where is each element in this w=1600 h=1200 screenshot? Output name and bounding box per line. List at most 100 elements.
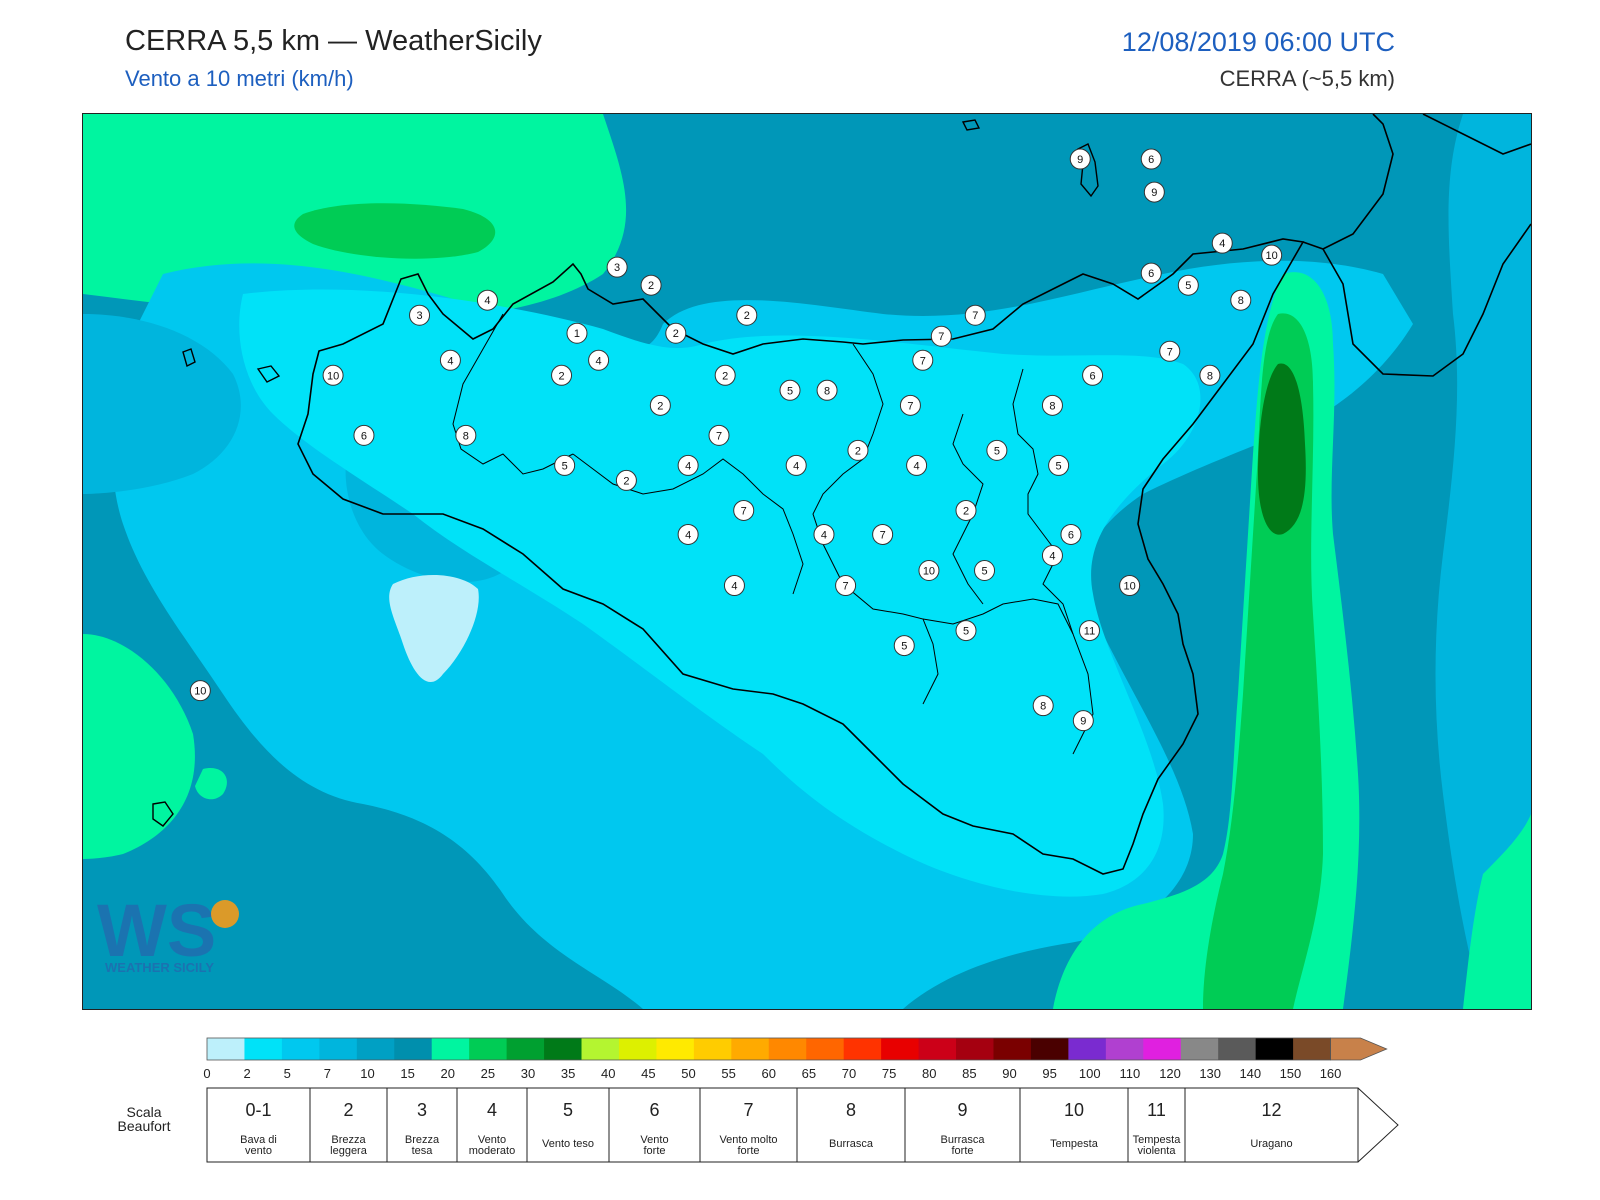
wind-value-marker: 8 xyxy=(1041,394,1063,416)
wind-value-marker: 4 xyxy=(677,454,699,476)
wind-value-label: 7 xyxy=(938,331,944,343)
wind-value-label: 5 xyxy=(1185,280,1191,292)
colorbar-tick: 100 xyxy=(1079,1066,1101,1081)
wind-map: 9 6 9 4 10 3 2 6 5 4 8 3 2 7 1 2 7 7 4 4 7 10 2 2 6 8 5 8 2 7 8 6 8 7 2 5 5 4… xyxy=(82,113,1532,1010)
wind-value-label: 6 xyxy=(361,430,367,442)
colorbar-tick: 160 xyxy=(1320,1066,1342,1081)
wind-value-marker: 4 xyxy=(785,454,807,476)
colorbar-tick: 45 xyxy=(641,1066,655,1081)
beaufort-description: Burrasca xyxy=(940,1134,985,1146)
wind-value-marker: 5 xyxy=(986,439,1008,461)
wind-value-label: 5 xyxy=(901,641,907,653)
wind-value-label: 8 xyxy=(1040,701,1046,713)
colorbar-tick: 55 xyxy=(721,1066,735,1081)
colorbar-segment xyxy=(693,1038,732,1060)
wind-value-marker: 10 xyxy=(918,560,940,582)
colorbar-tick: 10 xyxy=(360,1066,374,1081)
wind-value-marker: 11 xyxy=(1078,620,1100,642)
colorbar-segment xyxy=(843,1038,882,1060)
wind-value-marker: 5 xyxy=(955,620,977,642)
beaufort-number: 9 xyxy=(957,1100,967,1120)
wind-value-label: 2 xyxy=(855,445,861,457)
wind-value-label: 7 xyxy=(843,581,849,593)
colorbar-tick: 140 xyxy=(1239,1066,1261,1081)
wind-field-zones xyxy=(83,114,1531,1009)
wind-value-marker: 7 xyxy=(872,523,894,545)
beaufort-class-cell xyxy=(1127,1087,1186,1163)
wind-value-marker: 9 xyxy=(1069,148,1091,170)
beaufort-description: Vento xyxy=(478,1134,506,1146)
wind-value-label: 5 xyxy=(981,566,987,578)
wind-value-label: 6 xyxy=(1148,154,1154,166)
coastline xyxy=(297,238,1305,875)
wind-value-marker: 5 xyxy=(554,454,576,476)
wind-value-marker: 5 xyxy=(974,560,996,582)
colorbar-tick: 7 xyxy=(324,1066,331,1081)
colorbar-tick: 40 xyxy=(601,1066,615,1081)
wind-value-marker: 5 xyxy=(1048,454,1070,476)
logo-letters: WS xyxy=(97,889,216,972)
colorbar-segment xyxy=(768,1038,807,1060)
colorbar-tick: 0 xyxy=(203,1066,210,1081)
beaufort-number: 4 xyxy=(487,1100,497,1120)
wind-value-marker: 4 xyxy=(1041,544,1063,566)
colorbar-tick: 50 xyxy=(681,1066,695,1081)
colorbar-tick: 5 xyxy=(284,1066,291,1081)
beaufort-class-cell xyxy=(386,1087,458,1163)
colorbar-segment xyxy=(956,1038,994,1060)
wind-value-marker: 8 xyxy=(816,379,838,401)
beaufort-description: forte xyxy=(737,1145,759,1157)
beaufort-description: Burrasca xyxy=(829,1138,874,1150)
wind-value-marker: 7 xyxy=(930,325,952,347)
weathersicily-logo: WS WEATHER SICILY xyxy=(97,889,239,975)
wind-value-marker: 7 xyxy=(1159,340,1181,362)
map-title: CERRA 5,5 km — WeatherSicily xyxy=(125,25,542,57)
colorbar-tick: 20 xyxy=(441,1066,455,1081)
colorbar-segment xyxy=(356,1038,395,1060)
calabria-coast xyxy=(1302,114,1531,377)
beaufort-description: forte xyxy=(643,1145,665,1157)
beaufort-description: Vento teso xyxy=(542,1138,594,1150)
wind-value-marker: 2 xyxy=(736,304,758,326)
colorbar-segment xyxy=(1030,1038,1069,1060)
beaufort-number: 3 xyxy=(417,1100,427,1120)
colorbar-segment xyxy=(394,1038,433,1060)
beaufort-number: 6 xyxy=(649,1100,659,1120)
colorbar-segment xyxy=(581,1038,620,1060)
beaufort-description: Tempesta xyxy=(1050,1138,1099,1150)
colorbar-tick: 85 xyxy=(962,1066,976,1081)
beaufort-class-cell xyxy=(206,1087,311,1163)
beaufort-description: Uragano xyxy=(1250,1138,1292,1150)
wind-value-label: 5 xyxy=(1056,460,1062,472)
colorbar-tick: 110 xyxy=(1120,1066,1141,1081)
beaufort-description: Brezza xyxy=(405,1134,440,1146)
wind-value-marker: 10 xyxy=(1261,244,1283,266)
colorbar-segment xyxy=(881,1038,920,1060)
beaufort-class-cell xyxy=(1019,1087,1129,1163)
colorbar-segment xyxy=(431,1038,470,1060)
logo-text: WEATHER SICILY xyxy=(105,960,214,975)
wind-value-label: 8 xyxy=(824,385,830,397)
wind-value-marker: 4 xyxy=(439,349,461,371)
beaufort-description: Vento molto xyxy=(719,1134,777,1146)
wind-value-marker: 7 xyxy=(964,304,986,326)
wind-value-label: 9 xyxy=(1151,187,1157,199)
beaufort-class-cell xyxy=(526,1087,610,1163)
wind-value-label: 2 xyxy=(673,328,679,340)
wind-value-marker: 3 xyxy=(606,256,628,278)
colorbar-segment xyxy=(656,1038,695,1060)
beaufort-description: Brezza xyxy=(331,1134,366,1146)
colorbar-tick: 25 xyxy=(481,1066,495,1081)
beaufort-class-cell xyxy=(904,1087,1021,1163)
beaufort-number: 8 xyxy=(846,1100,856,1120)
wind-value-marker: 2 xyxy=(640,274,662,296)
colorbar-segment xyxy=(319,1038,358,1060)
beaufort-description: moderato xyxy=(469,1145,515,1157)
colorbar-tick: 60 xyxy=(762,1066,776,1081)
wind-value-marker: 6 xyxy=(1060,523,1082,545)
beaufort-class-cell xyxy=(309,1087,388,1163)
colorbar-tick: 70 xyxy=(842,1066,856,1081)
wind-value-label: 7 xyxy=(920,355,926,367)
wind-value-marker: 2 xyxy=(551,364,573,386)
